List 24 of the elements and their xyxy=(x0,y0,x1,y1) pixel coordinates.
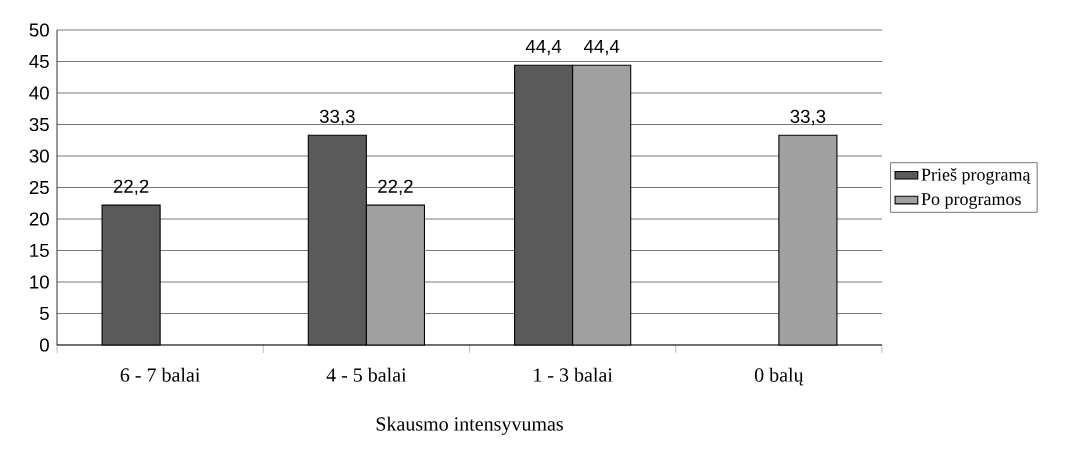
legend-label: Prieš programą xyxy=(921,168,1031,185)
x-axis-title: Skausmo intensyvumas xyxy=(376,416,563,435)
data-label: 22,2 xyxy=(378,179,413,196)
data-label: 44,4 xyxy=(525,40,562,56)
x-tick-label: 4 - 5 balai xyxy=(326,367,407,382)
y-tick-label: 0 xyxy=(39,338,49,352)
y-tick-label: 15 xyxy=(30,243,49,258)
y-tick-label: 50 xyxy=(29,23,49,37)
y-tick-label: 10 xyxy=(30,275,49,289)
y-tick-label: 5 xyxy=(40,306,49,321)
data-label: 44,4 xyxy=(583,40,620,56)
y-tick-label: 45 xyxy=(29,55,49,69)
y-tick-label: 25 xyxy=(29,180,49,195)
y-tick-label: 40 xyxy=(29,86,49,100)
legend-label: Po programos xyxy=(921,193,1021,209)
data-label: 22,2 xyxy=(113,179,149,196)
x-tick-label: 6 - 7 balai xyxy=(120,367,200,382)
data-label: 33,3 xyxy=(319,109,355,126)
y-tick-label: 30 xyxy=(29,149,49,163)
y-tick-label: 35 xyxy=(29,117,49,132)
x-tick-label: 1 - 3 balai xyxy=(534,367,613,382)
data-label: 33,3 xyxy=(790,109,826,126)
x-tick-label: 0 balų xyxy=(754,367,804,386)
y-tick-label: 20 xyxy=(29,212,49,226)
